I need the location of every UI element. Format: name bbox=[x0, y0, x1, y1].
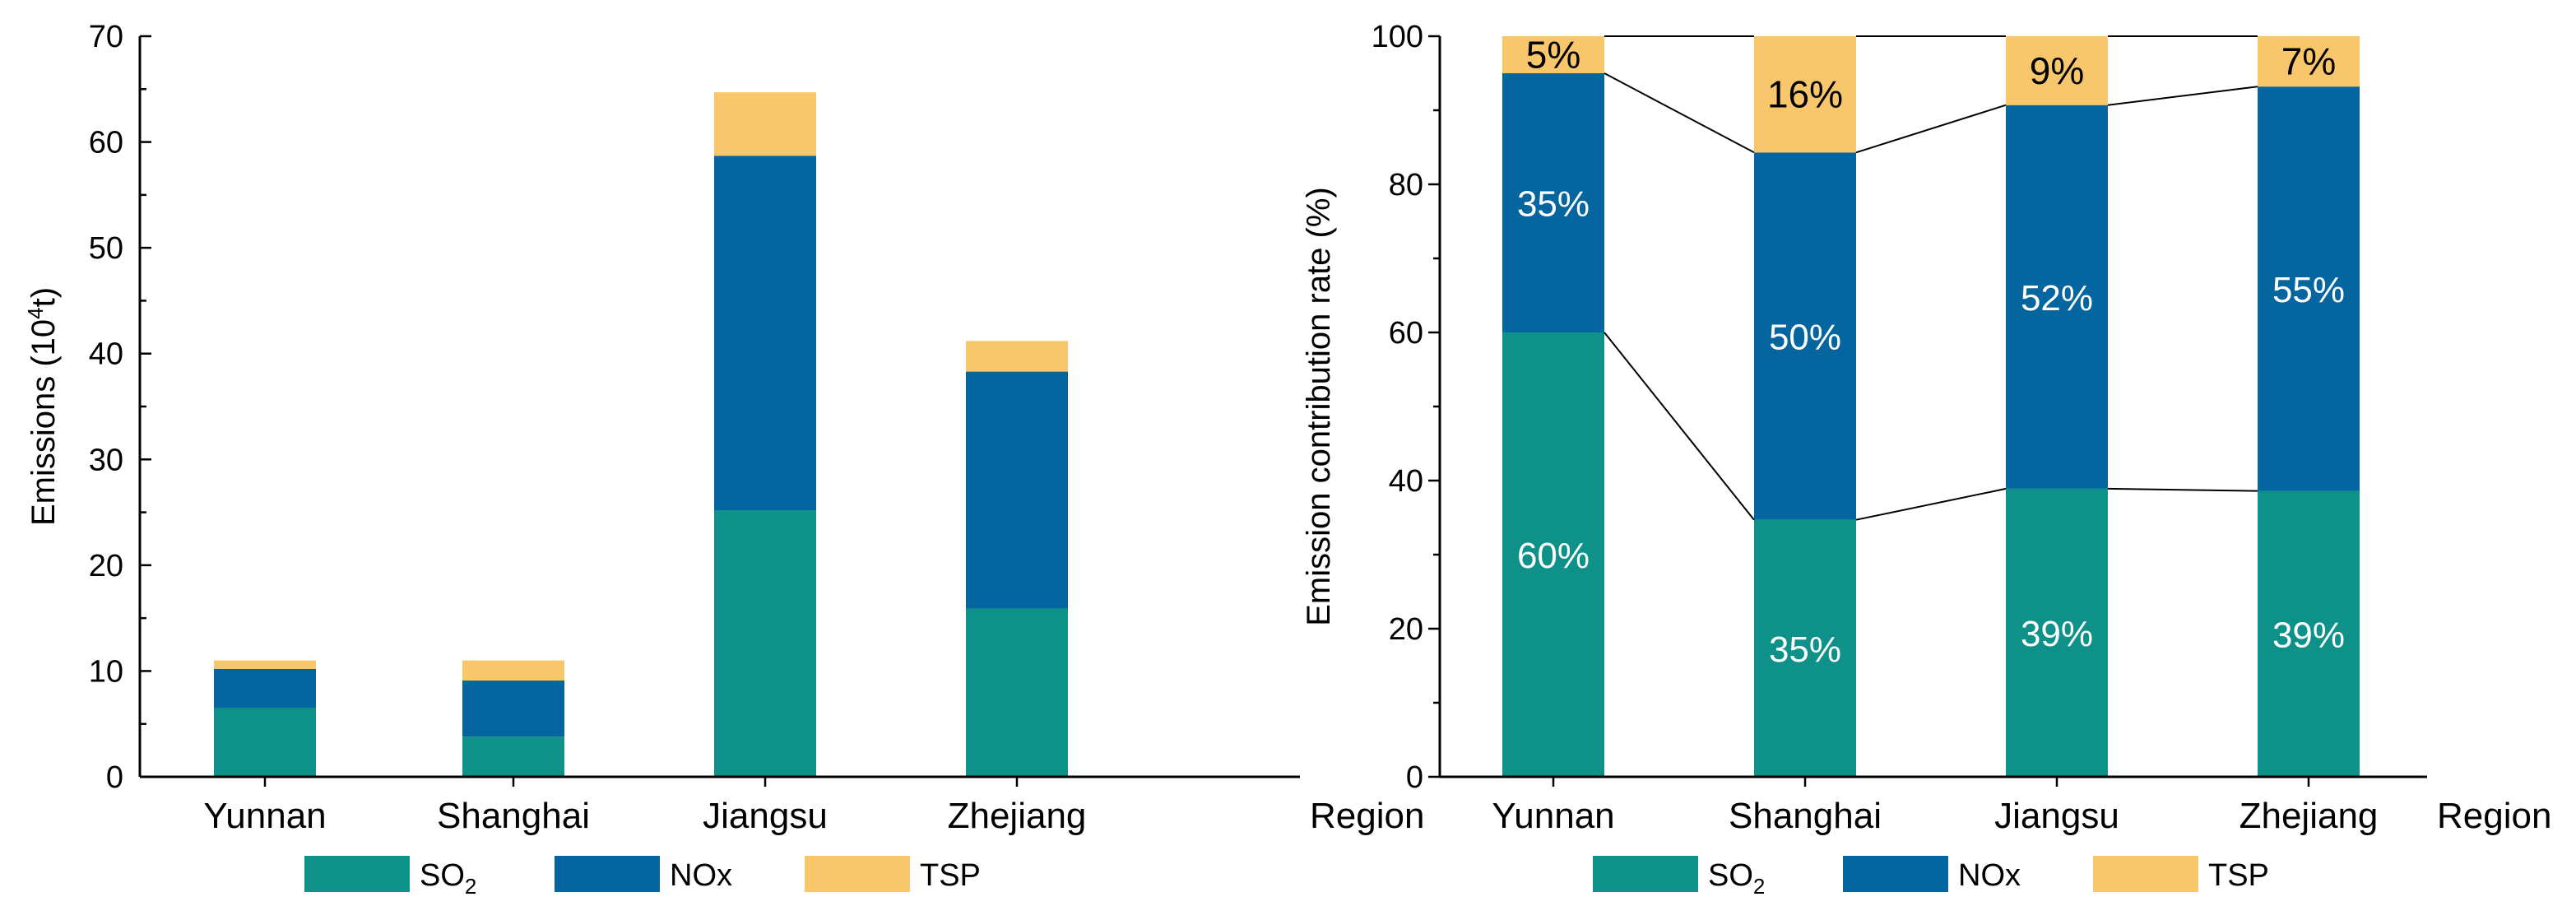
bar-nox-zhejiang bbox=[966, 371, 1068, 609]
legend-swatch-nox bbox=[555, 856, 660, 892]
bar-tsp-zhejiang bbox=[2258, 36, 2360, 87]
data-label-so2-zhejiang: 39% bbox=[2272, 615, 2345, 655]
bar-nox-shanghai bbox=[1754, 152, 1856, 520]
y-axis-title: Emissions (104t) bbox=[23, 287, 62, 526]
bar-tsp-yunnan bbox=[1502, 36, 1604, 73]
legend-swatch-so2 bbox=[304, 856, 410, 892]
data-label-tsp-zhejiang: 7% bbox=[2281, 40, 2336, 83]
y-tick-label: 60 bbox=[1389, 316, 1423, 351]
connector-line bbox=[1604, 332, 1755, 521]
contribution-rate-chart: 60% 35% 5% 35% 50% 16% 39% 52% 9% 39% 55% 7% 0 20 40 60… bbox=[1301, 20, 2551, 899]
legend-label-nox: NOx bbox=[1958, 858, 2021, 893]
legend-label-tsp: TSP bbox=[2208, 858, 2269, 893]
data-label-tsp-shanghai: 16% bbox=[1767, 73, 1843, 116]
y-tick-label: 80 bbox=[1389, 168, 1423, 202]
x-axis-title: Region bbox=[2437, 796, 2551, 836]
data-label-nox-zhejiang: 55% bbox=[2272, 270, 2345, 310]
bar-so2-jiangsu bbox=[714, 510, 816, 777]
y-tick-label: 70 bbox=[89, 20, 123, 54]
bar-so2-yunnan bbox=[214, 708, 316, 777]
connector-line bbox=[2107, 86, 2258, 106]
y-tick-label: 60 bbox=[89, 126, 123, 160]
y-tick-label: 20 bbox=[1389, 612, 1423, 647]
connector-line bbox=[2107, 487, 2258, 492]
data-label-nox-shanghai: 50% bbox=[1769, 318, 1841, 358]
bar-nox-zhejiang bbox=[2258, 86, 2360, 491]
data-label-tsp-jiangsu: 9% bbox=[2030, 49, 2084, 92]
legend-swatch-tsp bbox=[2093, 856, 2198, 892]
bar-so2-zhejiang bbox=[2258, 490, 2360, 777]
x-tick-label-zhejiang: Zhejiang bbox=[948, 796, 1087, 836]
connector-line bbox=[1604, 72, 1755, 154]
x-tick-label-shanghai: Shanghai bbox=[437, 796, 590, 836]
connector-line bbox=[1855, 487, 2007, 521]
y-tick-label: 0 bbox=[1406, 760, 1423, 795]
y-tick-label: 100 bbox=[1372, 20, 1423, 54]
x-tick-label-shanghai: Shanghai bbox=[1729, 796, 1882, 836]
bar-so2-zhejiang bbox=[966, 608, 1068, 777]
bar-tsp-jiangsu bbox=[2006, 36, 2108, 105]
bar-so2-jiangsu bbox=[2006, 488, 2108, 777]
bar-so2-shanghai bbox=[462, 736, 564, 777]
x-tick-label-jiangsu: Jiangsu bbox=[703, 796, 828, 836]
y-tick-label: 0 bbox=[106, 760, 123, 795]
y-tick-label: 30 bbox=[89, 443, 123, 477]
y-tick-label: 20 bbox=[89, 549, 123, 583]
data-label-nox-yunnan: 35% bbox=[1517, 184, 1590, 225]
bar-so2-yunnan bbox=[1502, 332, 1604, 777]
connector-line bbox=[1855, 104, 2007, 154]
data-label-so2-shanghai: 35% bbox=[1769, 630, 1841, 670]
bar-tsp-shanghai bbox=[1754, 36, 1856, 153]
y-tick-label: 50 bbox=[89, 231, 123, 266]
data-label-so2-yunnan: 60% bbox=[1517, 536, 1590, 576]
data-label-nox-jiangsu: 52% bbox=[2021, 278, 2093, 318]
x-tick-label-yunnan: Yunnan bbox=[1492, 796, 1614, 836]
legend-label-nox: NOx bbox=[670, 858, 732, 893]
bar-nox-yunnan bbox=[214, 668, 316, 709]
bar-tsp-zhejiang bbox=[966, 341, 1068, 372]
y-tick-label: 40 bbox=[1389, 464, 1423, 499]
data-label-so2-jiangsu: 39% bbox=[2021, 614, 2093, 654]
y-tick-label: 40 bbox=[89, 337, 123, 372]
bar-so2-shanghai bbox=[1754, 519, 1856, 777]
bar-nox-yunnan bbox=[1502, 73, 1604, 332]
bar-tsp-yunnan bbox=[214, 660, 316, 669]
bar-nox-shanghai bbox=[462, 681, 564, 737]
x-tick-label-jiangsu: Jiangsu bbox=[1994, 796, 2119, 836]
legend-label-tsp: TSP bbox=[920, 858, 981, 893]
x-axis-title: Region bbox=[1310, 796, 1424, 836]
bar-nox-jiangsu bbox=[714, 156, 816, 511]
legend-label-so2: SO2 bbox=[1708, 858, 1765, 899]
bar-tsp-jiangsu bbox=[714, 92, 816, 156]
bar-tsp-shanghai bbox=[462, 660, 564, 681]
legend-label-so2: SO2 bbox=[420, 858, 476, 899]
legend-swatch-so2 bbox=[1593, 856, 1698, 892]
legend-swatch-nox bbox=[1843, 856, 1948, 892]
x-tick-label-yunnan: Yunnan bbox=[203, 796, 326, 836]
x-tick-label-zhejiang: Zhejiang bbox=[2239, 796, 2379, 836]
legend-swatch-tsp bbox=[805, 856, 910, 892]
emissions-chart: 0 10 20 30 40 50 60 70 Yunnan Shanghai Jiangsu Zhej… bbox=[23, 20, 1424, 899]
data-label-tsp-yunnan: 5% bbox=[1526, 34, 1580, 77]
y-axis-title: Emission contribution rate (%) bbox=[1301, 187, 1337, 626]
y-tick-label: 10 bbox=[89, 654, 123, 689]
bar-nox-jiangsu bbox=[2006, 105, 2108, 489]
